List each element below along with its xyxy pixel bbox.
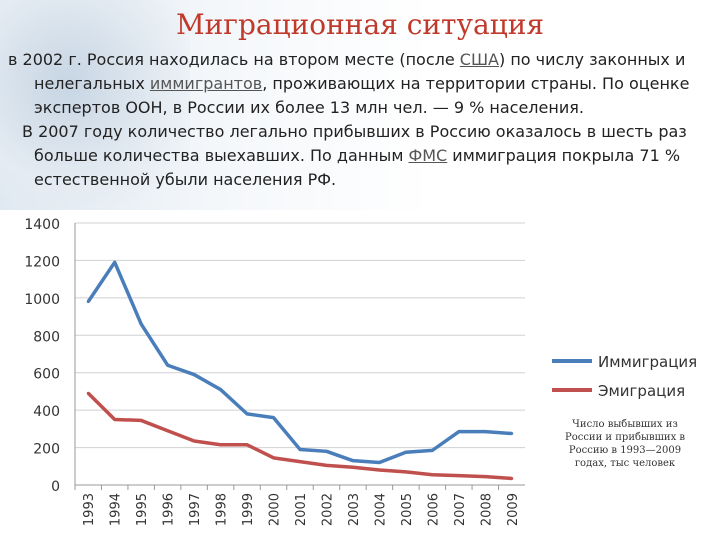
data-point-immigration-2006 (430, 448, 434, 452)
link-usa[interactable]: США (459, 50, 499, 69)
p2-text-b: иммиграция покрыла 71 % (447, 146, 681, 165)
x-tick-label-2001: 2001 (294, 493, 309, 526)
x-tick-label-2005: 2005 (400, 493, 415, 526)
p2-line3: естественной убыли населения РФ. (34, 170, 337, 189)
y-tick-label-0: 0 (51, 479, 60, 495)
p1-text-c: нелегальных (34, 74, 150, 93)
x-tick-label-1993: 1993 (82, 493, 97, 526)
data-point-emigration-2001 (298, 460, 302, 464)
data-point-immigration-1997 (192, 373, 196, 377)
y-tick-label-1200: 1200 (24, 254, 60, 270)
x-tick-label-1996: 1996 (162, 493, 177, 526)
data-point-immigration-2002 (324, 449, 328, 453)
data-point-emigration-1997 (192, 439, 196, 443)
data-point-immigration-1999 (245, 412, 249, 416)
slide-title: Миграционная ситуация (175, 8, 545, 41)
p1-text-d: , проживающих на территории страны. По о… (262, 74, 690, 93)
data-point-emigration-1993 (86, 391, 90, 395)
p1-line3: экспертов ООН, в России их более 13 млн … (34, 98, 584, 117)
legend-label-emigration: Эмиграция (598, 382, 685, 400)
x-tick-label-2007: 2007 (453, 493, 468, 526)
link-fms[interactable]: ФМС (408, 146, 448, 165)
data-point-emigration-1995 (139, 418, 143, 422)
chart-svg: 0 200 400 600 800 1000 1200 1400 1993 1994 1995 19… (24, 217, 697, 526)
data-point-emigration-2005 (404, 470, 408, 474)
data-point-emigration-2000 (272, 456, 276, 460)
y-tick-label-400: 400 (33, 404, 60, 420)
x-tick-label-2008: 2008 (479, 493, 494, 526)
data-point-immigration-1994 (113, 260, 117, 264)
x-tick-label-2009: 2009 (506, 493, 521, 526)
p2-line1: В 2007 году количество легально прибывши… (22, 122, 687, 141)
series-line-emigration (87, 392, 512, 481)
x-tick-label-2004: 2004 (373, 493, 388, 526)
paragraph-2007: В 2007 году количество легально прибывши… (22, 120, 702, 192)
data-point-emigration-2002 (324, 463, 328, 467)
p2-line2: больше количества выехавших. По данным Ф… (22, 144, 702, 168)
x-tick-label-2003: 2003 (347, 493, 362, 526)
legend-label-immigration: Иммиграция (598, 353, 697, 371)
x-tick-label-1998: 1998 (215, 493, 230, 526)
data-point-emigration-2009 (510, 476, 514, 480)
p1-text-a: в 2002 г. Россия находилась на втором ме… (8, 50, 460, 69)
x-tick-label-2006: 2006 (426, 493, 441, 526)
data-point-emigration-1998 (219, 443, 223, 447)
data-point-immigration-2009 (510, 432, 514, 436)
data-point-emigration-2007 (457, 474, 461, 478)
data-point-emigration-1994 (113, 418, 117, 421)
x-tick-label-2002: 2002 (320, 493, 335, 526)
migration-chart: 0 200 400 600 800 1000 1200 1400 1993 1994 1995 19… (0, 208, 720, 540)
data-point-immigration-2007 (457, 430, 461, 434)
data-point-emigration-1999 (245, 443, 249, 447)
paragraph-2002: в 2002 г. Россия находилась на втором ме… (8, 48, 708, 120)
data-point-emigration-2006 (430, 473, 434, 477)
background-photo (0, 0, 190, 210)
data-point-emigration-2004 (377, 468, 381, 472)
data-point-immigration-2004 (377, 461, 381, 465)
data-point-emigration-2003 (351, 465, 355, 469)
link-immigrants[interactable]: иммигрантов (149, 74, 263, 93)
y-tick-label-800: 800 (33, 329, 60, 345)
data-point-immigration-1998 (219, 388, 223, 392)
data-point-emigration-2008 (483, 475, 487, 479)
p2-text-a: больше количества выехавших. По данным (34, 146, 409, 165)
data-point-immigration-2008 (483, 430, 487, 434)
data-point-immigration-1993 (86, 300, 90, 304)
data-point-immigration-1995 (139, 322, 143, 326)
series-line-immigration (86, 260, 512, 465)
y-tick-label-1400: 1400 (24, 217, 60, 233)
p1-text-b: ) по числу законных и (499, 50, 686, 69)
data-point-immigration-2001 (298, 447, 302, 451)
p1-line2: нелегальных иммигрантов, проживающих на … (8, 72, 708, 96)
x-tick-label-1994: 1994 (109, 493, 124, 526)
x-tick-label-1997: 1997 (188, 493, 203, 526)
data-point-emigration-1996 (166, 429, 170, 433)
y-tick-label-200: 200 (33, 442, 60, 458)
data-point-immigration-1996 (166, 363, 170, 367)
chart-caption: Число выбывших из России и прибывших в Р… (564, 419, 686, 469)
x-tick-label-2000: 2000 (268, 493, 283, 526)
data-point-immigration-2005 (404, 450, 408, 454)
y-tick-label-600: 600 (33, 367, 60, 383)
y-tick-label-1000: 1000 (24, 292, 60, 308)
x-tick-label-1999: 1999 (241, 493, 256, 526)
data-point-immigration-2003 (351, 459, 355, 463)
data-point-immigration-2000 (272, 416, 276, 420)
x-tick-label-1995: 1995 (135, 493, 150, 526)
